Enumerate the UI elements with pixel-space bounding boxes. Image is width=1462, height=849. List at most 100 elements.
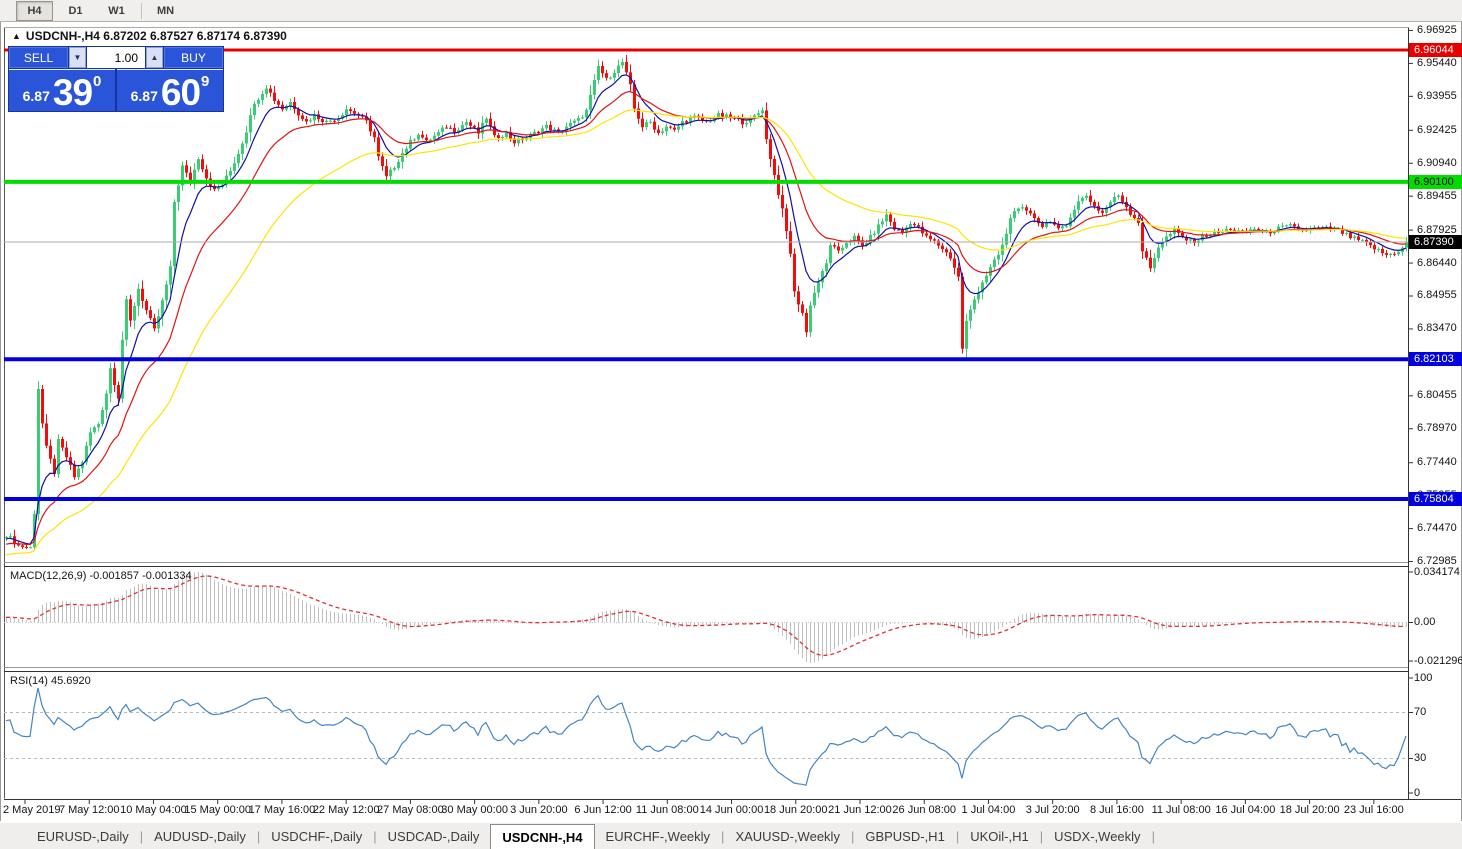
- price-axis-tick[interactable]: 6.89455: [1417, 189, 1457, 202]
- volume-input[interactable]: [87, 47, 145, 68]
- sell-button[interactable]: SELL: [9, 47, 68, 68]
- price-axis-tick[interactable]: 6.86440: [1417, 256, 1457, 269]
- macd-signal-line: [6, 575, 1406, 657]
- buy-price-sup: 9: [201, 73, 210, 90]
- time-axis-label[interactable]: 21 Jun 12:00: [828, 804, 892, 816]
- time-axis-label[interactable]: 16 Jul 04:00: [1215, 804, 1276, 816]
- sell-price-small: 6.87: [22, 88, 50, 104]
- chart-tab-gbpusd[interactable]: GBPUSD-,H1: [865, 828, 945, 844]
- badge-resistance-red: 6.96044: [1409, 43, 1462, 57]
- buy-price-small: 6.87: [130, 88, 158, 104]
- time-axis-label[interactable]: 17 May 16:00: [248, 804, 316, 816]
- price-axis-tick[interactable]: 6.72985: [1417, 555, 1457, 568]
- time-axis-label[interactable]: 11 Jul 08:00: [1151, 804, 1211, 816]
- buy-price-display[interactable]: 6.87 60 9: [117, 69, 223, 111]
- time-axis-label[interactable]: 7 May 12:00: [58, 804, 120, 816]
- sell-price-display[interactable]: 6.87 39 0: [9, 69, 115, 111]
- ma-mid-red-line: [5, 90, 1407, 546]
- time-axis-label[interactable]: 30 May 00:00: [441, 804, 508, 816]
- badge-support-blue-2: 6.75804: [1409, 491, 1462, 506]
- time-axis-label[interactable]: 3 Jun 20:00: [510, 804, 568, 816]
- price-axis-tick[interactable]: 6.87925: [1417, 223, 1457, 236]
- time-axis-label[interactable]: 23 Jul 16:00: [1343, 804, 1404, 816]
- chart-title-symbol: USDCNH-,H4: [25, 29, 100, 43]
- chart-tab-xauusd[interactable]: XAUUSD-,Weekly: [735, 828, 840, 844]
- macd-axis-label: -0.021296: [1414, 654, 1462, 667]
- tab-separator: |: [256, 828, 261, 844]
- volume-increase-button[interactable]: ▲: [146, 47, 163, 68]
- level-lines: [4, 48, 1408, 501]
- rsi-indicator-label: RSI(14) 45.6920: [10, 675, 91, 687]
- time-axis-label[interactable]: 22 May 12:00: [312, 804, 380, 816]
- price-axis-tick[interactable]: 6.90940: [1417, 156, 1457, 169]
- chart-tab-usdx[interactable]: USDX-,Weekly: [1054, 828, 1141, 844]
- buy-button[interactable]: BUY: [164, 47, 223, 68]
- ma-fast-blue-line: [5, 74, 1407, 545]
- tab-separator: |: [955, 828, 960, 844]
- time-axis-label[interactable]: 2 May 2019: [3, 804, 61, 816]
- time-axis-label[interactable]: 15 May 00:00: [184, 804, 252, 816]
- time-axis-label[interactable]: 27 May 08:00: [377, 804, 444, 816]
- symbol-tabbar: EURUSD-,Daily | AUDUSD-,Daily | USDCHF-,Dail…: [0, 822, 1462, 849]
- time-axis-label[interactable]: 11 Jun 08:00: [635, 804, 699, 816]
- price-axis-tick[interactable]: 6.77440: [1417, 456, 1457, 469]
- time-axis-label[interactable]: 3 Jul 20:00: [1025, 804, 1080, 816]
- macd-histogram: [6, 572, 1407, 663]
- toolbar-separator: [141, 2, 142, 19]
- chart-tab-usdcad[interactable]: USDCAD-,Daily: [387, 828, 480, 844]
- timeframe-button-w1[interactable]: W1: [108, 4, 125, 17]
- price-axis-tick[interactable]: 6.96925: [1417, 23, 1457, 36]
- price-axis-tick[interactable]: 6.92425: [1417, 123, 1457, 136]
- ma-slow-yellow: [5, 109, 1407, 556]
- price-axis-tick[interactable]: 6.84955: [1417, 289, 1457, 302]
- timeframe-button-mn[interactable]: MN: [156, 4, 175, 17]
- chart-tab-usdcnh[interactable]: USDCNH-,H4: [490, 823, 595, 849]
- tab-separator: |: [1039, 828, 1044, 844]
- tab-separator: |: [139, 828, 144, 844]
- time-axis-label[interactable]: 1 Jul 04:00: [961, 804, 1016, 816]
- price-axis-tick[interactable]: 6.93955: [1417, 89, 1457, 102]
- buy-price-big: 60: [160, 72, 201, 113]
- chart-tab-ukoil[interactable]: UKOil-,H1: [970, 828, 1029, 844]
- tab-separator: |: [721, 828, 725, 844]
- macd-indicator-label: MACD(12,26,9) -0.001857 -0.001334: [10, 570, 192, 582]
- ma-slow-yellow-line: [5, 109, 1407, 556]
- price-axis-tick[interactable]: 6.74470: [1417, 522, 1457, 535]
- macd-signal: [6, 575, 1406, 657]
- chart-title: ▲ USDCNH-,H4 6.87202 6.87527 6.87174 6.87…: [12, 29, 287, 43]
- price-axis-tick[interactable]: 6.95440: [1417, 56, 1457, 69]
- panel-frames: [0, 22, 1462, 821]
- rsi-levels: [4, 712, 1408, 759]
- chart-tab-audusd[interactable]: AUDUSD-,Daily: [154, 828, 246, 844]
- axis-ticks: [24, 29, 1413, 804]
- time-axis-label[interactable]: 8 Jul 16:00: [1089, 804, 1144, 816]
- rsi-axis-label: 0: [1414, 786, 1421, 799]
- time-axis-label[interactable]: 6 Jun 12:00: [574, 804, 632, 816]
- price-axis-tick[interactable]: 6.83470: [1417, 322, 1457, 335]
- timeframe-button-d1[interactable]: D1: [68, 4, 83, 17]
- chart-tab-eurchf[interactable]: EURCHF-,Weekly: [605, 828, 711, 844]
- macd-axis-label: 0.00: [1414, 616, 1436, 628]
- price-axis-tick[interactable]: 6.78970: [1417, 422, 1457, 435]
- badge-support-green: 6.90100: [1409, 174, 1462, 189]
- time-axis-label[interactable]: 18 Jun 20:00: [763, 804, 828, 816]
- sell-price-sup: 0: [93, 73, 102, 90]
- price-axis-tick[interactable]: 6.80455: [1417, 389, 1457, 402]
- chart-tab-usdchf[interactable]: USDCHF-,Daily: [271, 828, 363, 844]
- volume-decrease-button[interactable]: ▼: [69, 47, 86, 68]
- time-axis-label[interactable]: 10 May 04:00: [120, 804, 187, 816]
- rsi: [5, 687, 1407, 786]
- rsi-axis-label: 100: [1414, 671, 1433, 684]
- time-axis-label[interactable]: 14 Jun 00:00: [699, 804, 764, 816]
- time-axis-label[interactable]: 26 Jun 08:00: [892, 804, 957, 816]
- rsi-axis-label: 70: [1414, 706, 1427, 718]
- timeframe-button-h4[interactable]: H4: [16, 0, 53, 21]
- ma-mid-red: [5, 90, 1407, 546]
- sell-price-big: 39: [52, 72, 93, 113]
- chart-tab-eurusd[interactable]: EURUSD-,Daily: [37, 828, 129, 844]
- time-axis-label[interactable]: 18 Jul 20:00: [1279, 804, 1340, 816]
- tab-separator: |: [1151, 828, 1155, 844]
- tab-separator: |: [373, 828, 377, 844]
